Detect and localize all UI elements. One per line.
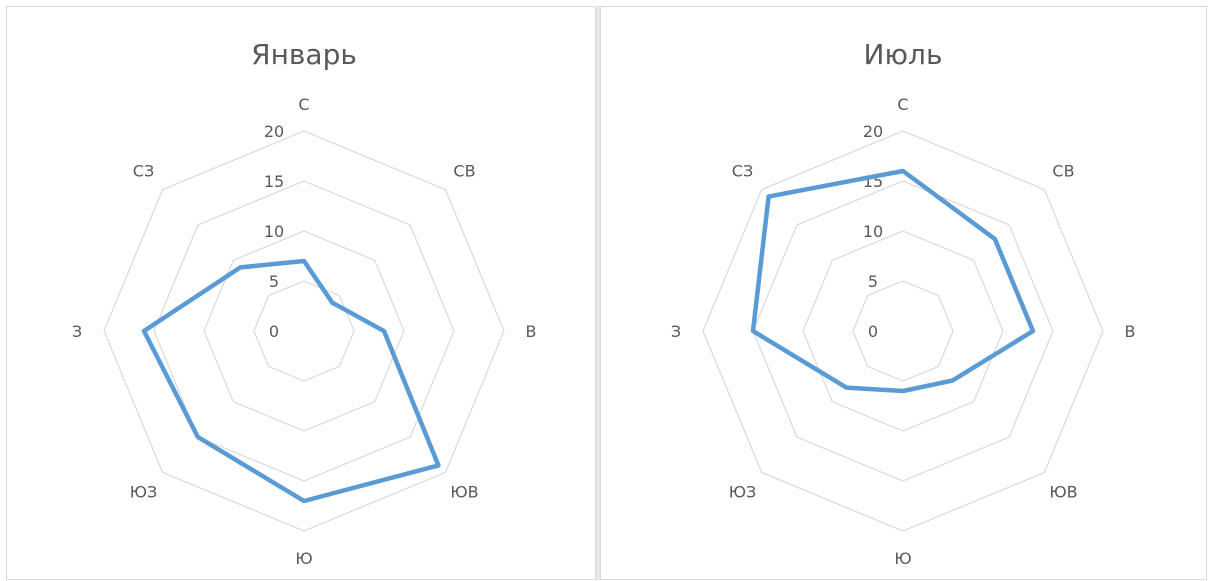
tick-label: 10 xyxy=(264,222,284,241)
axis-label: З xyxy=(671,322,681,341)
axis-label: СЗ xyxy=(133,162,154,181)
grid-ring-10 xyxy=(203,230,405,432)
axis-label: СЗ xyxy=(732,162,753,181)
axis-label: В xyxy=(526,322,537,341)
chart-panel-july: Июль С СВ В ЮВ Ю ЮЗ З СЗ 0 5 10 15 20 xyxy=(600,6,1207,580)
tick-label: 20 xyxy=(863,122,883,141)
axis-label: ЮЗ xyxy=(729,483,757,502)
tick-label: 0 xyxy=(868,322,878,341)
axis-label: СВ xyxy=(1052,162,1074,181)
radar-chart-january: Январь С СВ В ЮВ Ю ЮЗ З СЗ 0 5 10 15 20 xyxy=(72,38,537,568)
tick-label: 5 xyxy=(868,272,878,291)
tick-label: 20 xyxy=(264,122,284,141)
series-line xyxy=(141,258,441,504)
tick-label: 15 xyxy=(264,172,284,191)
axis-label: ЮВ xyxy=(450,483,478,502)
grid-ring-15 xyxy=(752,180,1054,482)
grid-ring-15 xyxy=(153,180,455,482)
tick-label: 10 xyxy=(863,222,883,241)
axis-label: В xyxy=(1125,322,1136,341)
axis-label: ЮВ xyxy=(1049,483,1077,502)
chart-panel-january: Январь С СВ В ЮВ Ю ЮЗ З СЗ 0 5 10 15 20 xyxy=(6,6,596,580)
grid-ring-20 xyxy=(103,130,505,532)
series-line xyxy=(750,168,1036,394)
grid-ring-5 xyxy=(852,280,954,382)
axis-label: С xyxy=(298,95,309,114)
axis-label: Ю xyxy=(894,549,911,568)
panel-divider xyxy=(596,6,600,580)
chart-title: Январь xyxy=(251,38,357,71)
axis-label: С xyxy=(897,95,908,114)
axis-label: СВ xyxy=(453,162,475,181)
axis-label: ЮЗ xyxy=(130,483,158,502)
axis-label: Ю xyxy=(295,549,312,568)
grid-ring-10 xyxy=(802,230,1004,432)
chart-title: Июль xyxy=(864,38,943,71)
axis-label: З xyxy=(72,322,82,341)
tick-label: 0 xyxy=(269,322,279,341)
tick-label: 5 xyxy=(269,272,279,291)
grid-ring-20 xyxy=(702,130,1104,532)
